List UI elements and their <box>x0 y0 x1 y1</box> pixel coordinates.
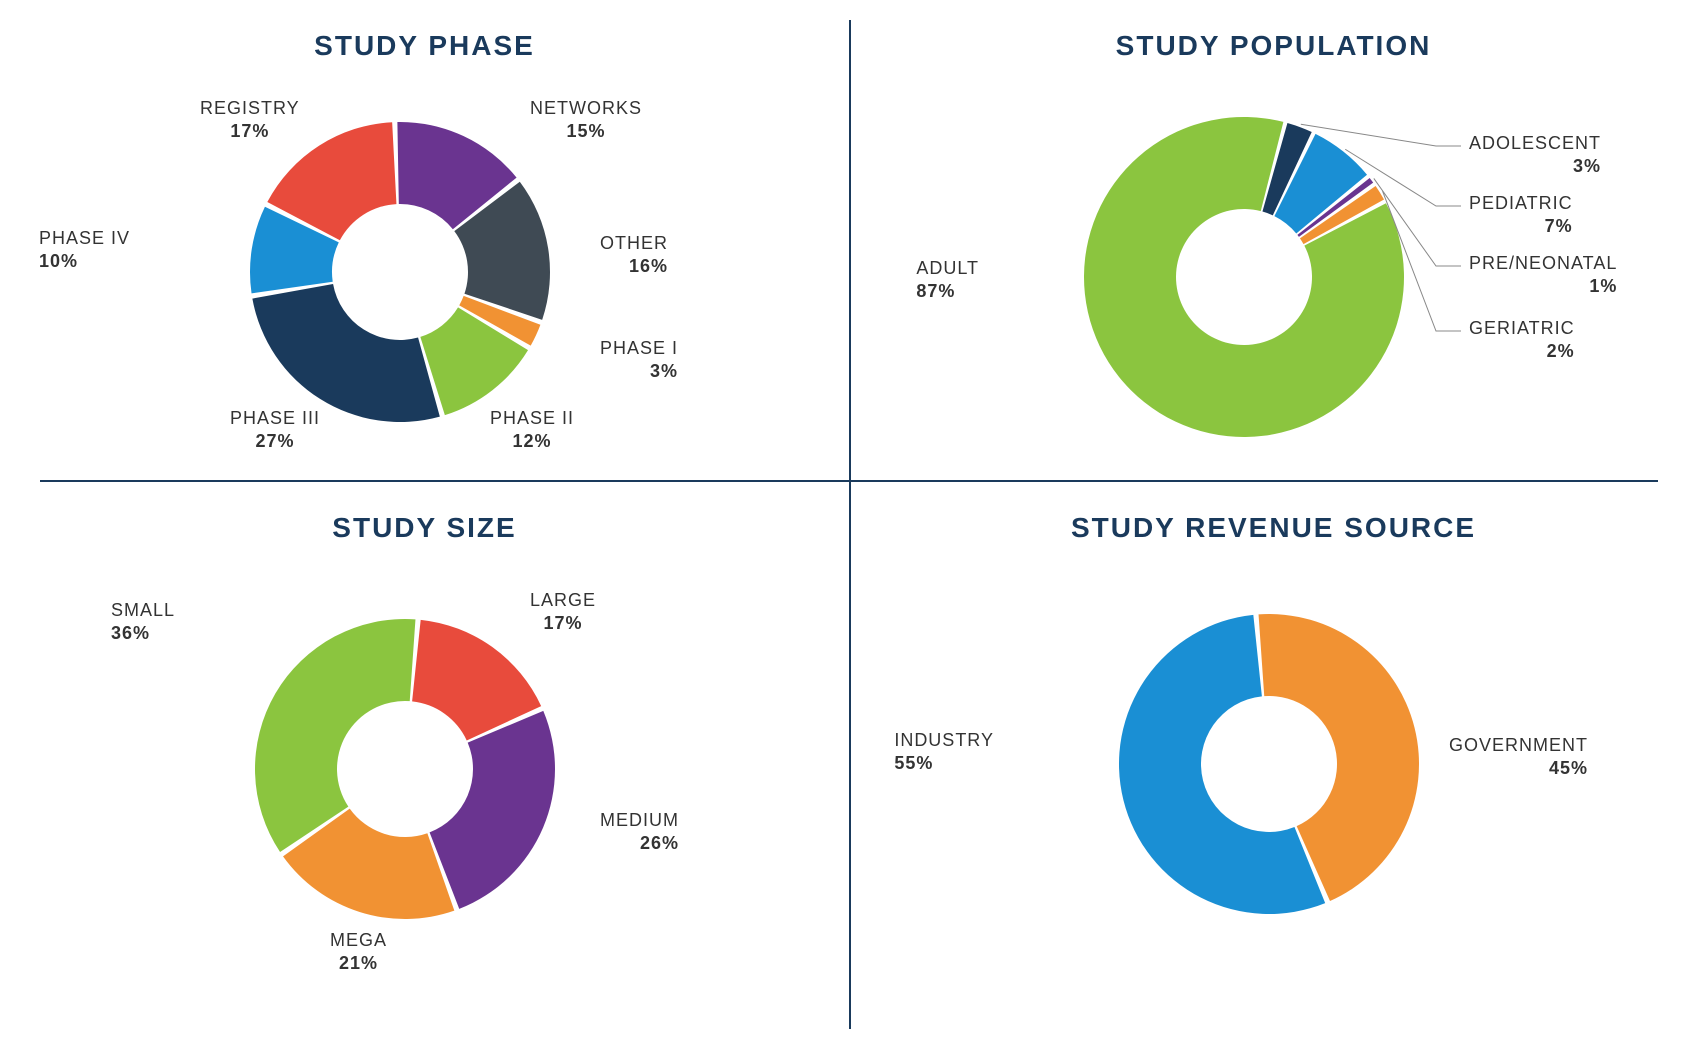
quadrant-study-phase: STUDY PHASE REGISTRY17% NETWORKS15% PHASE … <box>0 0 849 480</box>
label-pre-neonatal: PRE/NEONATAL1% <box>1469 252 1617 299</box>
label-phase-iii: PHASE III27% <box>230 407 320 454</box>
title-study-phase: STUDY PHASE <box>0 30 849 62</box>
label-pediatric: PEDIATRIC7% <box>1469 192 1573 239</box>
label-adolescent: ADOLESCENT3% <box>1469 132 1601 179</box>
slice-medium <box>430 711 555 909</box>
title-study-revenue: STUDY REVENUE SOURCE <box>849 512 1698 544</box>
label-medium: MEDIUM26% <box>600 809 679 856</box>
quadrant-study-size: STUDY SIZE SMALL36% LARGE17% MEDIUM26% MEGA… <box>0 482 849 1049</box>
quadrant-study-population: STUDY POPULATION ADOLESCENT3% PEDIATRIC7%… <box>849 0 1698 480</box>
label-government: GOVERNMENT45% <box>1449 734 1588 781</box>
label-mega: MEGA21% <box>330 929 387 976</box>
label-phase-ii: PHASE II12% <box>490 407 574 454</box>
quadrant-study-revenue: STUDY REVENUE SOURCE INDUSTRY55% GOVERNME… <box>849 482 1698 1049</box>
label-registry: REGISTRY17% <box>200 97 300 144</box>
title-study-population: STUDY POPULATION <box>849 30 1698 62</box>
label-networks: NETWORKS15% <box>530 97 642 144</box>
label-large: LARGE17% <box>530 589 596 636</box>
label-geriatric: GERIATRIC2% <box>1469 317 1575 364</box>
slice-small <box>255 619 415 852</box>
donut-study_phase <box>0 77 849 497</box>
chart-study-phase: REGISTRY17% NETWORKS15% PHASE IV10% OTHER16… <box>0 77 849 477</box>
label-industry: INDUSTRY55% <box>894 729 994 776</box>
label-small: SMALL36% <box>111 599 175 646</box>
label-phase-i: PHASE I3% <box>600 337 678 384</box>
chart-study-size: SMALL36%LARGE17%MEDIUM26%MEGA21% <box>0 559 849 959</box>
chart-study-revenue: INDUSTRY55% GOVERNMENT45% <box>849 559 1698 959</box>
label-adult: ADULT87% <box>916 257 979 304</box>
label-phase-iv: PHASE IV10% <box>39 227 130 274</box>
chart-study-population: ADOLESCENT3% PEDIATRIC7% PRE/NEONATAL1% GER… <box>849 77 1698 477</box>
slice-phase-iii <box>252 284 439 422</box>
title-study-size: STUDY SIZE <box>0 512 849 544</box>
label-other: OTHER16% <box>600 232 668 279</box>
